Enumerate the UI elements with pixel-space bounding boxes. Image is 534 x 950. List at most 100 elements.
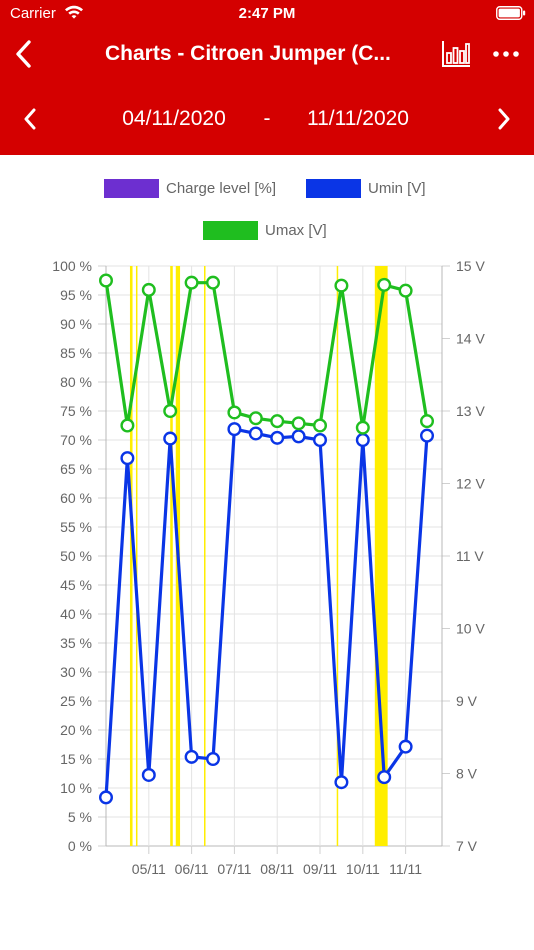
date-range-bar: 04/11/2020 - 11/11/2020 [0, 96, 534, 142]
y-right-tick-label: 14 V [456, 331, 485, 347]
data-point-umin-v [291, 429, 306, 444]
page-title: Charts - Citroen Jumper (C... [105, 42, 391, 65]
legend-item-umin[interactable]: Umin [V] [306, 178, 426, 198]
data-point-umin-v [227, 422, 242, 437]
y-left-tick-label: 15 % [60, 751, 92, 767]
data-point-umin-v [398, 739, 413, 754]
data-point-umax-v [98, 273, 113, 288]
data-point-umax-v [184, 275, 199, 290]
highlight-band [170, 266, 173, 846]
legend-swatch-umax [203, 220, 258, 240]
highlight-band [129, 266, 133, 846]
date-to[interactable]: 11/11/2020 [307, 107, 409, 130]
y-left-tick-label: 5 % [68, 809, 92, 825]
data-point-umax-v [163, 404, 178, 419]
y-right-tick-label: 12 V [456, 476, 485, 492]
legend-label-umin: Umin [V] [368, 179, 426, 197]
y-right-tick-label: 11 V [456, 548, 484, 564]
data-point-umin-v [355, 433, 370, 448]
chevron-right-icon [498, 108, 510, 130]
app-header: Carrier 2:47 PM [0, 0, 534, 155]
legend-item-charge-level[interactable]: Charge level [%] [104, 178, 276, 198]
legend-item-umax[interactable]: Umax [V] [203, 220, 327, 240]
series-line-umax-v [104, 280, 429, 430]
previous-period-button[interactable] [14, 102, 46, 136]
next-period-button[interactable] [488, 102, 520, 136]
x-tick-label: 05/11 [132, 861, 166, 877]
y-left-tick-label: 85 % [60, 345, 92, 361]
y-left-tick-label: 45 % [60, 577, 92, 593]
y-left-tick-label: 30 % [60, 664, 92, 680]
y-right-tick-label: 15 V [456, 258, 485, 274]
series-line-umin-v [104, 427, 429, 798]
data-point-umin-v [270, 430, 285, 445]
legend-swatch-charge-level [104, 178, 159, 198]
data-point-umax-v [248, 411, 263, 426]
y-right-tick-label: 8 V [456, 766, 478, 782]
data-point-umax-v [398, 283, 413, 298]
data-point-umax-v [120, 418, 135, 433]
data-point-umin-v [248, 426, 263, 441]
y-left-tick-label: 60 % [60, 490, 92, 506]
y-left-tick-label: 95 % [60, 287, 92, 303]
data-point-umin-v [313, 433, 328, 448]
legend-label-charge-level: Charge level [%] [166, 179, 277, 197]
y-left-tick-label: 55 % [60, 519, 92, 535]
x-tick-label: 07/11 [217, 861, 251, 877]
date-separator: - [263, 107, 271, 130]
x-tick-label: 10/11 [346, 861, 380, 877]
y-left-tick-label: 20 % [60, 722, 92, 738]
y-left-tick-label: 25 % [60, 693, 92, 709]
legend-swatch-umin [306, 178, 361, 198]
y-left-tick-label: 90 % [60, 316, 92, 332]
data-point-umin-v [163, 431, 178, 446]
battery-icon [496, 6, 526, 24]
data-point-umax-v [355, 420, 370, 435]
data-point-umax-v [334, 278, 349, 293]
data-point-umin-v [120, 451, 135, 466]
y-left-tick-label: 0 % [68, 838, 92, 854]
legend-label-umax: Umax [V] [265, 221, 327, 239]
y-left-tick-label: 10 % [60, 780, 92, 796]
chart-type-button[interactable] [438, 36, 474, 72]
data-point-umax-v [377, 277, 392, 292]
y-left-tick-label: 40 % [60, 606, 92, 622]
x-tick-label: 09/11 [303, 861, 337, 877]
highlight-band [135, 266, 138, 846]
carrier-label: Carrier [10, 5, 56, 22]
x-tick-label: 06/11 [175, 861, 209, 877]
back-button[interactable] [8, 36, 38, 72]
data-point-umin-v [141, 767, 156, 782]
more-horizontal-icon [493, 51, 519, 57]
y-left-tick-label: 75 % [60, 403, 92, 419]
y-right-tick-label: 10 V [456, 621, 485, 637]
data-point-umax-v [227, 405, 242, 420]
data-point-umax-v [291, 416, 306, 431]
navigation-bar: Charts - Citroen Jumper (C... [0, 30, 534, 80]
y-right-tick-label: 13 V [456, 403, 485, 419]
date-from[interactable]: 04/11/2020 [122, 107, 226, 130]
x-tick-label: 11/11 [389, 861, 422, 877]
data-point-umax-v [313, 418, 328, 433]
y-left-tick-label: 65 % [60, 461, 92, 477]
chevron-left-icon [24, 108, 36, 130]
data-point-umin-v [98, 790, 113, 805]
data-point-umin-v [206, 752, 221, 767]
x-tick-label: 08/11 [260, 861, 294, 877]
y-left-tick-label: 100 % [52, 258, 92, 274]
y-right-tick-label: 7 V [456, 838, 478, 854]
y-right-tick-label: 9 V [456, 693, 478, 709]
y-left-tick-label: 80 % [60, 374, 92, 390]
more-button[interactable] [488, 36, 524, 72]
status-time: 2:47 PM [238, 5, 296, 22]
data-point-umin-v [184, 749, 199, 764]
data-point-umax-v [270, 414, 285, 429]
data-point-umin-v [377, 770, 392, 785]
data-point-umin-v [334, 775, 349, 790]
wifi-icon [64, 4, 84, 24]
status-bar: Carrier 2:47 PM [0, 0, 534, 28]
data-point-umax-v [206, 275, 221, 290]
y-left-tick-label: 70 % [60, 432, 92, 448]
